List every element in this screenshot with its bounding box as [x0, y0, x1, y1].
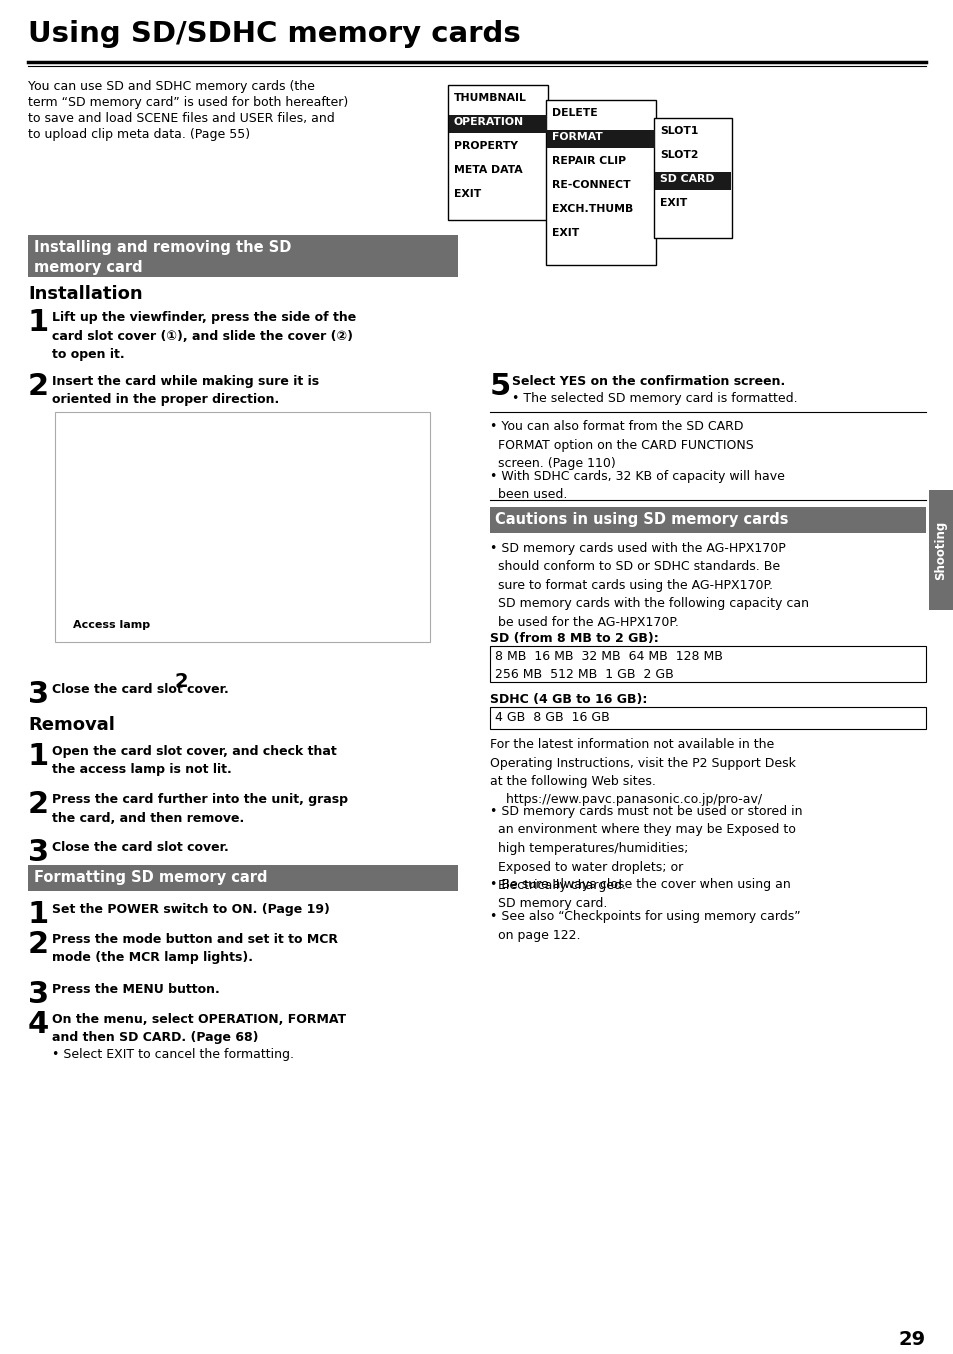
- Bar: [546, 130, 655, 148]
- Bar: [448, 85, 547, 219]
- Text: Access lamp: Access lamp: [73, 620, 150, 630]
- Text: Press the card further into the unit, grasp
the card, and then remove.: Press the card further into the unit, gr…: [52, 793, 348, 825]
- Text: SLOT1: SLOT1: [659, 126, 698, 135]
- Text: You can use SD and SDHC memory cards (the: You can use SD and SDHC memory cards (th…: [28, 80, 314, 93]
- Text: • See also “Checkpoints for using memory cards”
  on page 122.: • See also “Checkpoints for using memory…: [490, 910, 800, 941]
- Text: • SD memory cards used with the AG-HPX170P
  should conform to SD or SDHC standa: • SD memory cards used with the AG-HPX17…: [490, 542, 808, 630]
- Bar: [490, 707, 925, 728]
- Text: DELETE: DELETE: [552, 108, 597, 118]
- Text: 4: 4: [28, 1010, 50, 1039]
- Text: Installation: Installation: [28, 284, 143, 303]
- Text: 2: 2: [28, 372, 49, 401]
- Text: Cautions in using SD memory cards: Cautions in using SD memory cards: [495, 512, 788, 527]
- Text: On the menu, select OPERATION, FORMAT
and then SD CARD. (Page 68): On the menu, select OPERATION, FORMAT an…: [52, 1013, 346, 1044]
- Text: Lift up the viewfinder, press the side of the
card slot cover (①), and slide the: Lift up the viewfinder, press the side o…: [52, 311, 355, 362]
- Text: • Be sure always close the cover when using an
  SD memory card.: • Be sure always close the cover when us…: [490, 877, 790, 910]
- Text: • SD memory cards must not be used or stored in
  an environment where they may : • SD memory cards must not be used or st…: [490, 806, 801, 892]
- Text: Close the card slot cover.: Close the card slot cover.: [52, 682, 229, 696]
- Text: SDHC (4 GB to 16 GB):: SDHC (4 GB to 16 GB):: [490, 693, 647, 705]
- Text: 3: 3: [28, 680, 49, 709]
- Text: 2: 2: [28, 789, 49, 819]
- Text: REPAIR CLIP: REPAIR CLIP: [552, 156, 625, 167]
- Text: term “SD memory card” is used for both hereafter): term “SD memory card” is used for both h…: [28, 96, 348, 110]
- Text: EXCH.THUMB: EXCH.THUMB: [552, 204, 633, 214]
- Text: FORMAT: FORMAT: [552, 131, 602, 142]
- Text: For the latest information not available in the
Operating Instructions, visit th: For the latest information not available…: [490, 738, 795, 807]
- Text: Insert the card while making sure it is
oriented in the proper direction.: Insert the card while making sure it is …: [52, 375, 319, 406]
- Text: EXIT: EXIT: [454, 190, 480, 199]
- Text: to save and load SCENE files and USER files, and: to save and load SCENE files and USER fi…: [28, 112, 335, 125]
- Bar: [490, 646, 925, 682]
- Text: 8 MB  16 MB  32 MB  64 MB  128 MB
256 MB  512 MB  1 GB  2 GB: 8 MB 16 MB 32 MB 64 MB 128 MB 256 MB 512…: [495, 650, 722, 681]
- Text: EXIT: EXIT: [552, 227, 578, 238]
- Text: Open the card slot cover, and check that
the access lamp is not lit.: Open the card slot cover, and check that…: [52, 745, 336, 776]
- Text: Press the MENU button.: Press the MENU button.: [52, 983, 219, 997]
- Text: 2: 2: [174, 672, 189, 691]
- Text: 1: 1: [28, 900, 50, 929]
- Text: PROPERTY: PROPERTY: [454, 141, 517, 152]
- Text: RE-CONNECT: RE-CONNECT: [552, 180, 630, 190]
- Text: to upload clip meta data. (Page 55): to upload clip meta data. (Page 55): [28, 129, 250, 141]
- Bar: [928, 490, 953, 611]
- Bar: [655, 172, 730, 190]
- Bar: [449, 115, 546, 133]
- Bar: [654, 118, 731, 238]
- Text: SLOT2: SLOT2: [659, 150, 698, 160]
- Text: SD (from 8 MB to 2 GB):: SD (from 8 MB to 2 GB):: [490, 632, 659, 645]
- Text: Shooting: Shooting: [934, 520, 946, 580]
- Text: • You can also format from the SD CARD
  FORMAT option on the CARD FUNCTIONS
  s: • You can also format from the SD CARD F…: [490, 420, 753, 470]
- Text: Installing and removing the SD
memory card: Installing and removing the SD memory ca…: [34, 240, 291, 275]
- Text: 3: 3: [28, 838, 49, 867]
- Text: Using SD/SDHC memory cards: Using SD/SDHC memory cards: [28, 20, 520, 47]
- Text: 29: 29: [898, 1330, 925, 1349]
- Text: Removal: Removal: [28, 716, 114, 734]
- Text: Press the mode button and set it to MCR
mode (the MCR lamp lights).: Press the mode button and set it to MCR …: [52, 933, 337, 964]
- Bar: [28, 865, 457, 891]
- Text: META DATA: META DATA: [454, 165, 522, 175]
- Bar: [490, 506, 925, 533]
- Text: Select YES on the confirmation screen.: Select YES on the confirmation screen.: [512, 375, 784, 389]
- Bar: [28, 236, 457, 278]
- Text: SD CARD: SD CARD: [659, 175, 714, 184]
- Text: • Select EXIT to cancel the formatting.: • Select EXIT to cancel the formatting.: [52, 1048, 294, 1062]
- Text: OPERATION: OPERATION: [454, 116, 523, 127]
- Text: Formatting SD memory card: Formatting SD memory card: [34, 871, 267, 886]
- Text: 5: 5: [490, 372, 511, 401]
- Text: • With SDHC cards, 32 KB of capacity will have
  been used.: • With SDHC cards, 32 KB of capacity wil…: [490, 470, 784, 501]
- Text: 3: 3: [28, 980, 49, 1009]
- Text: EXIT: EXIT: [659, 198, 686, 209]
- Text: THUMBNAIL: THUMBNAIL: [454, 93, 526, 103]
- Text: 4 GB  8 GB  16 GB: 4 GB 8 GB 16 GB: [495, 711, 609, 724]
- Text: 1: 1: [28, 742, 50, 770]
- Bar: [55, 412, 430, 642]
- Text: 1: 1: [28, 307, 50, 337]
- Bar: [545, 100, 656, 265]
- Text: Close the card slot cover.: Close the card slot cover.: [52, 841, 229, 854]
- Text: • The selected SD memory card is formatted.: • The selected SD memory card is formatt…: [512, 393, 797, 405]
- Text: Set the POWER switch to ON. (Page 19): Set the POWER switch to ON. (Page 19): [52, 903, 330, 917]
- Text: 2: 2: [28, 930, 49, 959]
